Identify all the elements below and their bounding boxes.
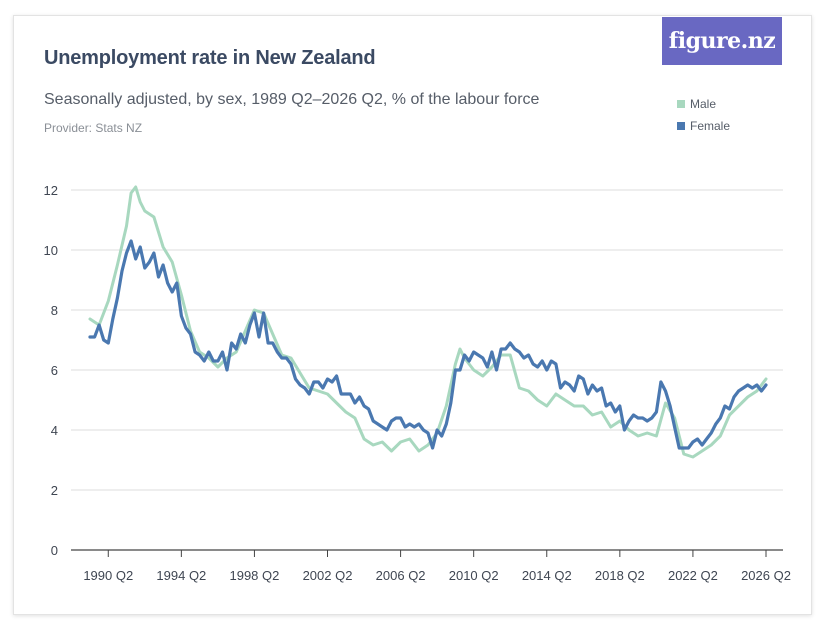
- x-tick-label: 2018 Q2: [595, 568, 645, 583]
- x-axis: 1990 Q2 1994 Q2 1998 Q2 2002 Q2 2006 Q2 2010 …: [71, 549, 791, 583]
- y-tick-label: 0: [51, 543, 58, 558]
- provider-text: Provider: Stats NZ: [44, 121, 143, 135]
- gridlines: [71, 189, 783, 491]
- y-tick-label: 12: [44, 183, 58, 198]
- series-lines: [88, 185, 768, 459]
- x-tick-label: 2026 Q2: [741, 568, 791, 583]
- legend-item-male[interactable]: Male: [677, 93, 730, 115]
- x-tick-label: 1994 Q2: [156, 568, 206, 583]
- x-tick-label: 2014 Q2: [522, 568, 572, 583]
- y-tick-label: 2: [51, 483, 58, 498]
- x-tick-label: 1990 Q2: [83, 568, 133, 583]
- y-tick-label: 6: [51, 363, 58, 378]
- chart-card: [13, 15, 812, 615]
- y-tick-label: 8: [51, 303, 58, 318]
- x-tick-label: 2006 Q2: [376, 568, 426, 583]
- legend-label-female: Female: [690, 119, 731, 133]
- legend-swatch-male: [677, 100, 685, 108]
- x-tick-label: 2002 Q2: [303, 568, 353, 583]
- series-line-male[interactable]: [88, 185, 768, 459]
- x-tick-label: 1998 Q2: [229, 568, 279, 583]
- chart-legend: Male Female: [677, 93, 730, 137]
- legend-label-male: Male: [690, 97, 717, 111]
- series-line-female[interactable]: [88, 239, 768, 450]
- legend-swatch-female: [677, 122, 685, 130]
- legend-item-female[interactable]: Female: [677, 115, 730, 137]
- y-tick-label: 4: [51, 423, 58, 438]
- chart-subtitle: Seasonally adjusted, by sex, 1989 Q2–202…: [44, 91, 540, 108]
- x-tick-label: 2010 Q2: [449, 568, 499, 583]
- y-tick-label: 10: [44, 243, 58, 258]
- y-axis-labels: 0 2 4 6 8 10 12: [44, 183, 58, 558]
- x-tick-label: 2022 Q2: [668, 568, 718, 583]
- figure-nz-logo[interactable]: figure.nz: [662, 17, 782, 65]
- page-title: Unemployment rate in New Zealand: [44, 47, 376, 69]
